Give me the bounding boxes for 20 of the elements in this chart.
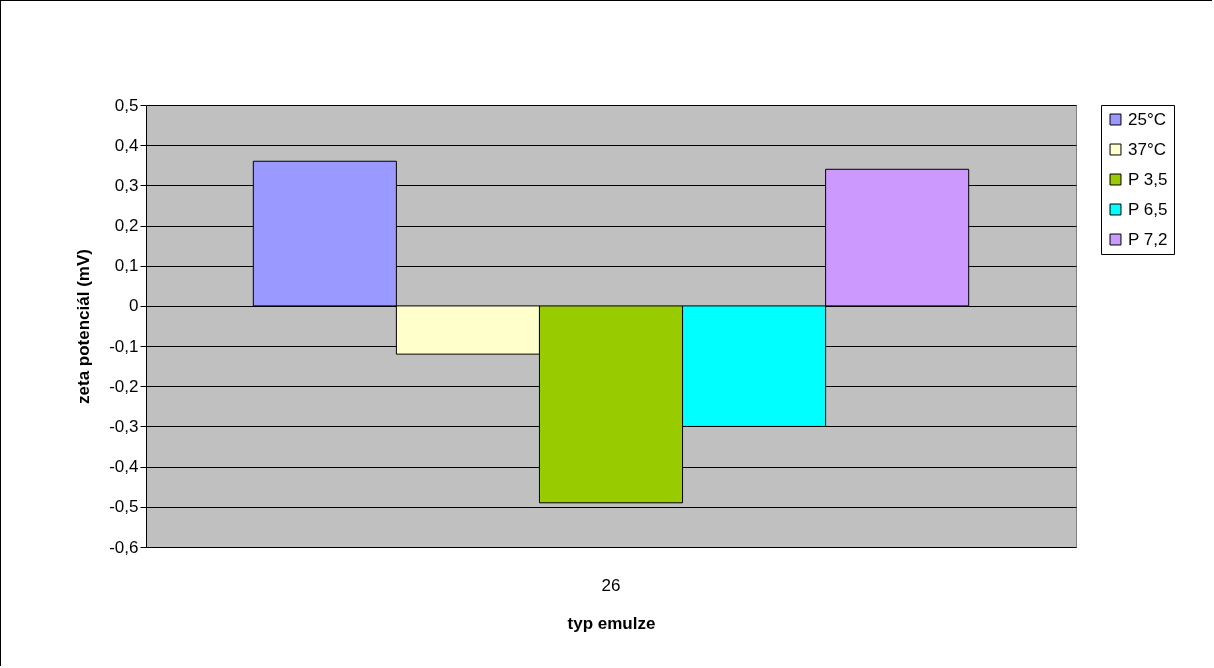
y-tick-label: 0,2 — [114, 216, 139, 236]
y-tick-label: 0,1 — [114, 256, 139, 276]
y-tick-label: 0 — [129, 296, 139, 316]
y-tick-label: -0,5 — [109, 497, 139, 517]
y-tick-label: -0,3 — [109, 416, 139, 436]
y-tick-label: -0,6 — [109, 537, 139, 557]
legend-label: P 6,5 — [1128, 199, 1168, 219]
y-tick-label: -0,4 — [109, 457, 139, 477]
x-tick-label: 26 — [601, 575, 621, 595]
y-tick-label: 0,3 — [114, 175, 139, 195]
y-tick-label: 0,5 — [114, 95, 139, 115]
y-axis-title: zeta potenciál (mV) — [74, 249, 94, 404]
legend-label: P 3,5 — [1128, 169, 1168, 189]
y-tick-label: 0,4 — [114, 135, 139, 155]
legend-label: 37°C — [1128, 139, 1166, 159]
legend-label: 25°C — [1128, 109, 1166, 129]
y-tick-label: -0,1 — [109, 336, 139, 356]
legend-label: P 7,2 — [1128, 229, 1168, 249]
x-axis-title: typ emulze — [567, 613, 656, 633]
y-tick-label: -0,2 — [109, 376, 139, 396]
